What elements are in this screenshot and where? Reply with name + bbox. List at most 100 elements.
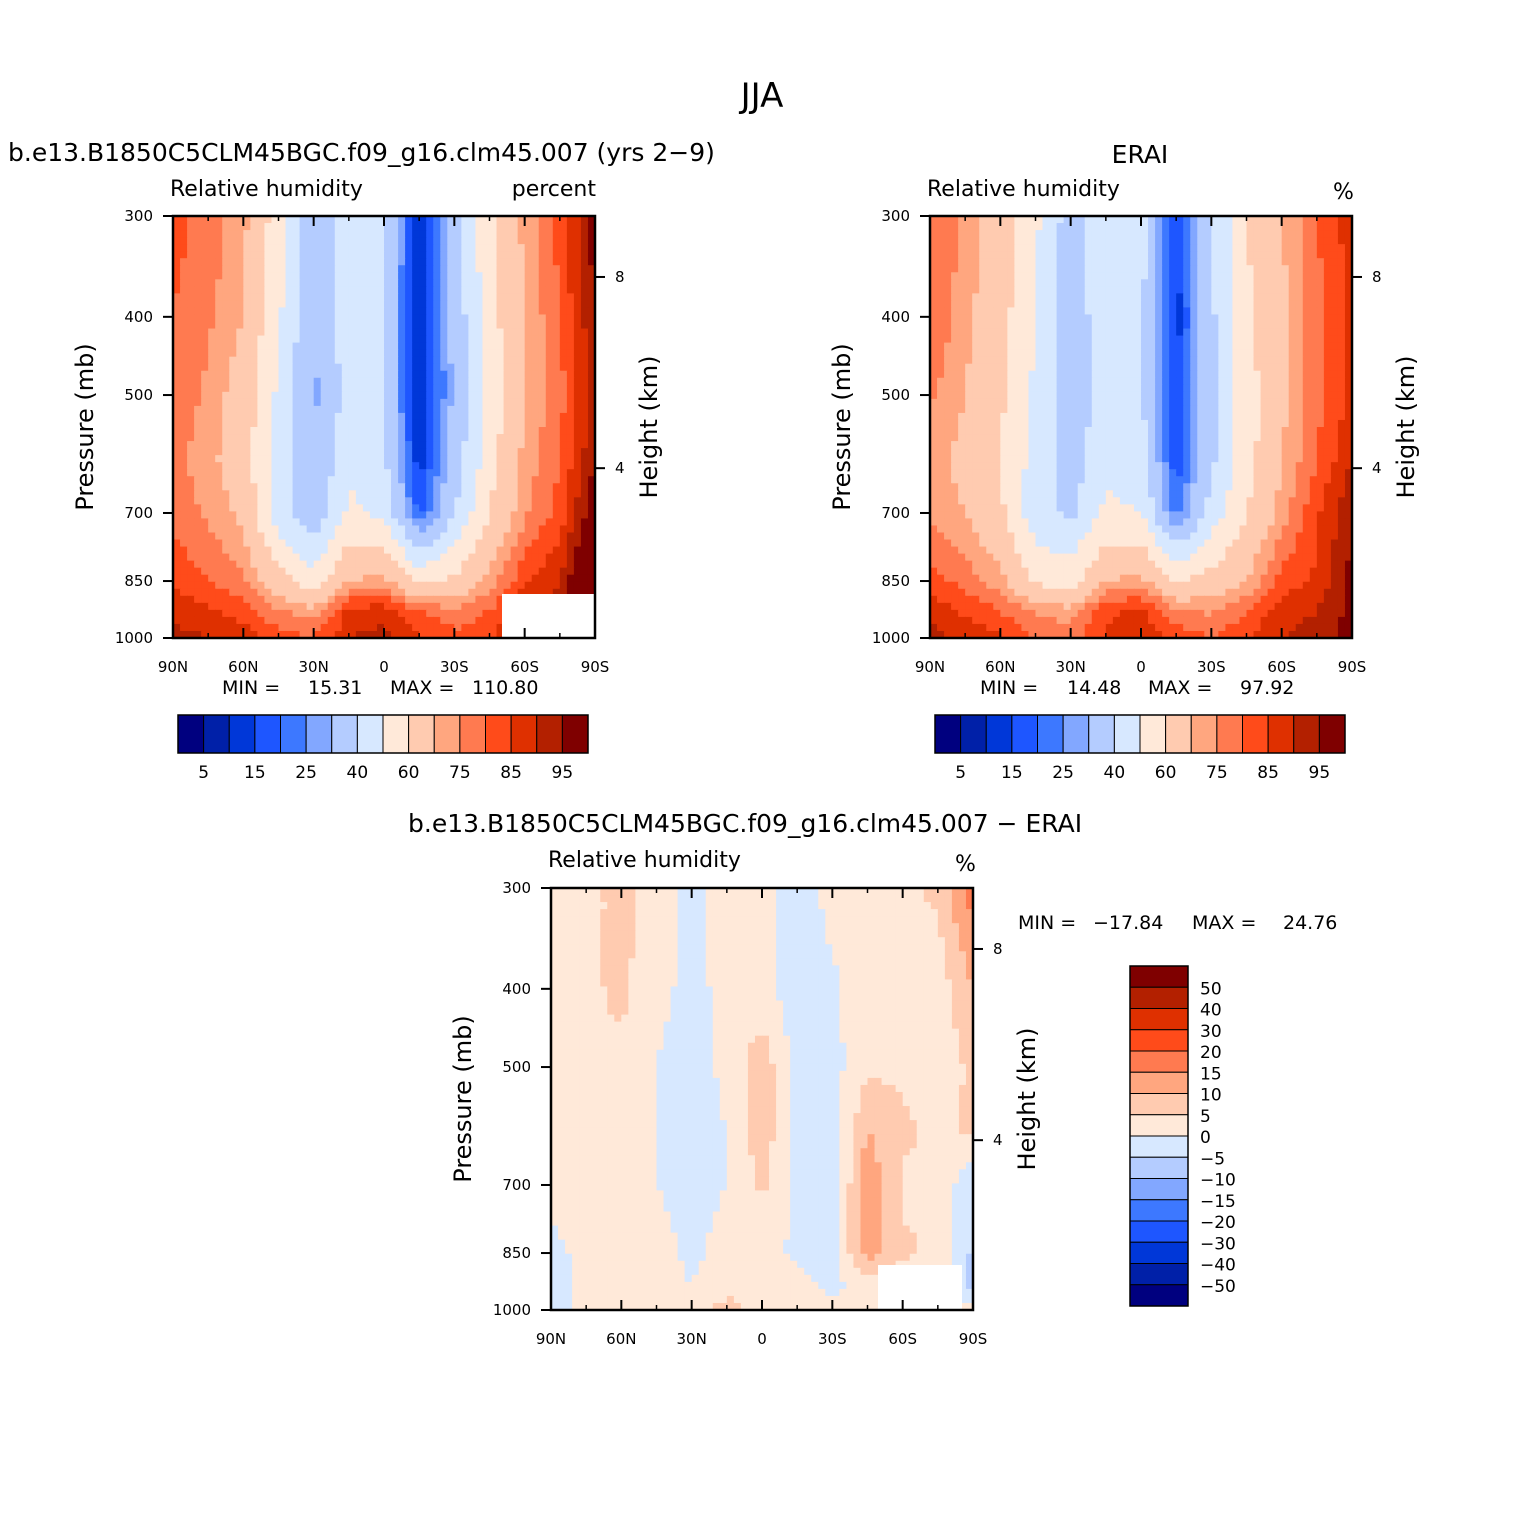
field-cell <box>1042 314 1051 323</box>
field-cell <box>264 314 273 323</box>
field-cell <box>278 448 287 456</box>
field-cell <box>1070 328 1079 337</box>
field-cell <box>369 223 378 231</box>
field-cell <box>355 497 364 505</box>
field-cell <box>355 518 364 527</box>
field-cell <box>236 623 244 632</box>
field-cell <box>489 539 498 548</box>
field-cell <box>580 483 589 491</box>
field-cell <box>993 265 1001 273</box>
field-cell <box>215 455 223 463</box>
field-cell <box>1133 237 1142 245</box>
field-cell <box>278 342 287 351</box>
field-cell <box>965 314 973 323</box>
field-cell <box>482 560 491 569</box>
field-cell <box>1162 265 1170 273</box>
field-cell <box>930 216 938 224</box>
field-cell <box>580 469 589 477</box>
field-cell <box>1000 286 1008 294</box>
field-cell <box>327 455 336 463</box>
field-cell <box>1021 342 1030 351</box>
field-cell <box>384 230 392 238</box>
field-cell <box>376 553 385 562</box>
field-cell <box>1330 272 1339 280</box>
field-cell <box>292 272 301 280</box>
field-cell <box>419 251 427 259</box>
field-cell <box>937 307 945 316</box>
field-cell <box>1119 293 1128 301</box>
field-cell <box>257 335 266 344</box>
field-cell <box>1105 342 1114 351</box>
field-cell <box>517 265 526 273</box>
field-cell <box>173 363 181 372</box>
field-cell <box>369 251 378 259</box>
field-cell <box>362 434 371 442</box>
field-cell <box>426 609 434 618</box>
field-cell <box>566 441 575 449</box>
field-cell <box>1323 265 1332 273</box>
field-cell <box>552 321 561 330</box>
field-cell <box>278 469 287 477</box>
field-cell <box>468 525 477 534</box>
field-cell <box>440 581 448 590</box>
field-cell <box>405 293 413 301</box>
field-cell <box>517 405 526 414</box>
field-cell <box>1162 300 1170 309</box>
field-cell <box>376 251 385 259</box>
field-cell <box>1211 356 1219 365</box>
field-cell <box>958 223 966 231</box>
field-cell <box>327 567 336 576</box>
field-cell <box>587 532 596 541</box>
field-cell <box>559 532 568 541</box>
field-cell <box>986 251 994 259</box>
colorbar-label: 5 <box>198 763 209 783</box>
field-cell <box>173 265 181 273</box>
field-cell <box>215 412 223 421</box>
field-cell <box>1330 279 1339 287</box>
field-cell <box>475 244 484 252</box>
field-cell <box>1112 230 1121 238</box>
field-cell <box>208 609 216 618</box>
field-cell <box>1007 230 1015 238</box>
field-cell <box>566 504 575 512</box>
field-cell <box>187 623 195 632</box>
field-cell <box>362 279 371 287</box>
field-cell <box>173 279 181 287</box>
field-cell <box>278 476 287 484</box>
field-cell <box>1260 237 1269 245</box>
field-cell <box>180 630 188 639</box>
field-cell <box>187 419 195 428</box>
field-cell <box>320 609 329 618</box>
field-cell <box>510 356 519 365</box>
field-cell <box>201 405 209 414</box>
field-cell <box>215 532 223 541</box>
field-cell <box>215 483 223 491</box>
field-cell <box>454 293 462 301</box>
field-cell <box>1141 335 1149 344</box>
field-cell <box>412 251 420 259</box>
field-cell <box>510 581 519 590</box>
field-cell <box>299 462 308 470</box>
field-cell <box>965 265 973 273</box>
field-cell <box>1084 342 1093 351</box>
field-cell <box>348 504 357 512</box>
field-cell <box>285 223 294 231</box>
field-cell <box>327 251 336 259</box>
field-cell <box>1000 307 1008 316</box>
field-cell <box>362 328 371 337</box>
field-cell <box>419 616 427 625</box>
field-cell <box>1035 279 1044 287</box>
field-cell <box>1316 265 1325 273</box>
field-cell <box>348 546 357 555</box>
field-cell <box>1141 265 1149 273</box>
field-cell <box>545 567 554 576</box>
field-cell <box>993 216 1001 224</box>
field-cell <box>979 356 987 365</box>
field-cell <box>587 405 596 414</box>
field-cell <box>278 560 287 569</box>
field-cell <box>236 469 244 477</box>
field-cell <box>243 497 251 505</box>
field-cell <box>524 567 533 576</box>
field-cell <box>1049 300 1058 309</box>
field-cell <box>341 630 350 639</box>
